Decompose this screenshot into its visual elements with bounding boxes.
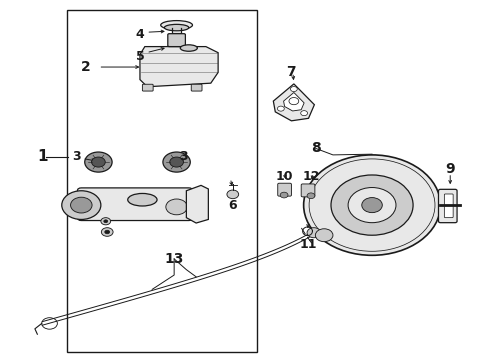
Bar	[67, 10, 257, 352]
Circle shape	[227, 190, 239, 199]
Circle shape	[280, 192, 288, 198]
Ellipse shape	[161, 21, 193, 30]
FancyBboxPatch shape	[439, 189, 457, 223]
FancyBboxPatch shape	[77, 188, 193, 221]
Circle shape	[163, 152, 190, 172]
Circle shape	[307, 193, 315, 199]
FancyBboxPatch shape	[301, 184, 315, 197]
Circle shape	[101, 228, 113, 236]
Ellipse shape	[128, 193, 157, 206]
Text: 13: 13	[165, 252, 184, 266]
Text: 9: 9	[445, 162, 455, 176]
FancyBboxPatch shape	[143, 84, 153, 91]
Circle shape	[71, 197, 92, 213]
Text: 5: 5	[136, 50, 145, 63]
Polygon shape	[284, 93, 304, 111]
Text: 11: 11	[300, 238, 317, 251]
Polygon shape	[273, 84, 315, 121]
Circle shape	[307, 228, 321, 238]
Text: 10: 10	[275, 170, 293, 183]
Polygon shape	[186, 185, 208, 223]
Ellipse shape	[180, 45, 197, 51]
Circle shape	[301, 111, 308, 116]
Circle shape	[289, 98, 299, 105]
Text: 12: 12	[302, 170, 319, 183]
Circle shape	[85, 152, 112, 172]
FancyBboxPatch shape	[444, 194, 453, 218]
Polygon shape	[140, 46, 218, 87]
FancyBboxPatch shape	[168, 34, 185, 46]
Circle shape	[362, 198, 382, 213]
FancyBboxPatch shape	[191, 84, 202, 91]
Text: 3: 3	[72, 150, 81, 163]
FancyBboxPatch shape	[278, 183, 292, 196]
Circle shape	[101, 218, 111, 225]
Circle shape	[348, 188, 396, 223]
Circle shape	[62, 191, 101, 220]
Text: 8: 8	[311, 141, 321, 155]
Circle shape	[277, 106, 284, 111]
Circle shape	[170, 157, 183, 167]
Text: 4: 4	[136, 28, 145, 41]
Ellipse shape	[164, 24, 189, 31]
Text: 6: 6	[228, 199, 237, 212]
Circle shape	[105, 230, 110, 234]
Text: 1: 1	[37, 149, 48, 164]
Circle shape	[331, 175, 413, 235]
Circle shape	[304, 155, 441, 255]
Circle shape	[316, 229, 333, 242]
Circle shape	[291, 86, 297, 91]
Circle shape	[166, 199, 187, 215]
Text: 3: 3	[180, 150, 188, 163]
Circle shape	[104, 220, 108, 223]
Circle shape	[92, 157, 105, 167]
Text: 2: 2	[81, 60, 91, 74]
Text: 7: 7	[287, 66, 296, 80]
